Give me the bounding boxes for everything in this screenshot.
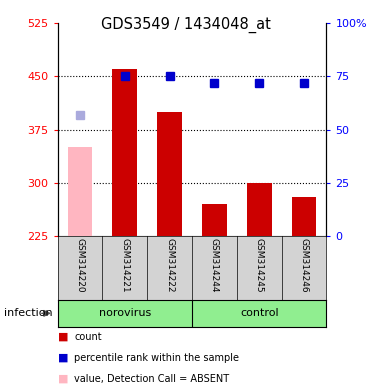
Text: GSM314221: GSM314221 bbox=[120, 238, 129, 293]
Bar bbox=[68, 147, 92, 236]
Text: ■: ■ bbox=[58, 374, 68, 384]
Text: count: count bbox=[74, 332, 102, 342]
Bar bbox=[247, 183, 272, 236]
Text: GSM314246: GSM314246 bbox=[299, 238, 309, 293]
Text: GSM314222: GSM314222 bbox=[165, 238, 174, 293]
Text: GDS3549 / 1434048_at: GDS3549 / 1434048_at bbox=[101, 17, 270, 33]
Text: percentile rank within the sample: percentile rank within the sample bbox=[74, 353, 239, 363]
Bar bbox=[112, 69, 137, 236]
Text: GSM314245: GSM314245 bbox=[255, 238, 264, 293]
Bar bbox=[202, 204, 227, 236]
Bar bbox=[157, 112, 182, 236]
Text: GSM314244: GSM314244 bbox=[210, 238, 219, 293]
Bar bbox=[292, 197, 316, 236]
Text: infection: infection bbox=[4, 308, 52, 318]
Text: norovirus: norovirus bbox=[99, 308, 151, 318]
Text: value, Detection Call = ABSENT: value, Detection Call = ABSENT bbox=[74, 374, 229, 384]
Text: control: control bbox=[240, 308, 279, 318]
Text: GSM314220: GSM314220 bbox=[75, 238, 85, 293]
Text: ■: ■ bbox=[58, 332, 68, 342]
Text: ■: ■ bbox=[58, 353, 68, 363]
